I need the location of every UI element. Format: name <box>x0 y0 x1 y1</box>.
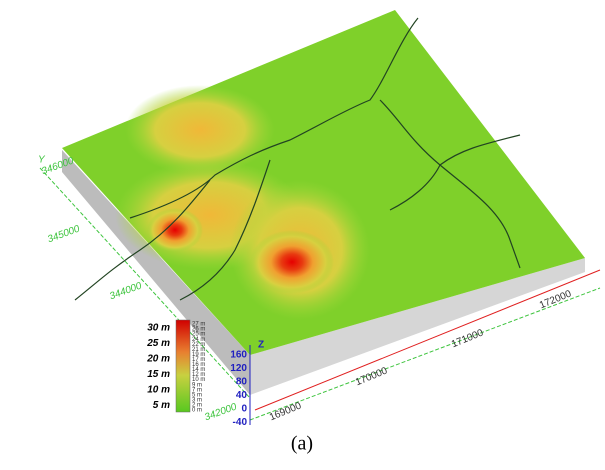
y-tick-label: 344000 <box>108 280 144 302</box>
legend-minor-label: 0 m <box>192 408 202 414</box>
legend-major-label: 5 m <box>153 400 170 411</box>
legend-major-label: 10 m <box>147 385 170 396</box>
x-tick-label: 171000 <box>450 327 485 350</box>
z-tick-label: 0 <box>241 404 247 415</box>
z-tick-label: 120 <box>230 363 247 374</box>
legend-major-label: 15 m <box>147 369 170 380</box>
y-tick-label: 345000 <box>46 223 82 245</box>
figure: 30 m25 m20 m15 m10 m5 m27 m26 m25 m24 m2… <box>0 0 605 465</box>
terrain-peak <box>147 208 203 252</box>
x-tick-label: 170000 <box>354 365 389 388</box>
z-tick-label: 40 <box>236 390 248 401</box>
z-tick-label: 160 <box>230 350 247 361</box>
z-tick-label: -40 <box>233 417 248 428</box>
caption: (a) <box>291 433 313 455</box>
terrain-peak <box>250 230 334 294</box>
y-axis-title: Y <box>38 155 46 166</box>
legend-colorbar <box>176 320 190 412</box>
legend-major-label: 25 m <box>146 338 170 349</box>
z-tick-label: 80 <box>236 377 248 388</box>
legend-major-label: 30 m <box>147 323 170 334</box>
legend-major-label: 20 m <box>146 354 170 365</box>
z-axis-title: Z <box>258 340 264 351</box>
x-tick-label: 172000 <box>538 288 573 311</box>
x-tick-label: 169000 <box>268 400 303 423</box>
